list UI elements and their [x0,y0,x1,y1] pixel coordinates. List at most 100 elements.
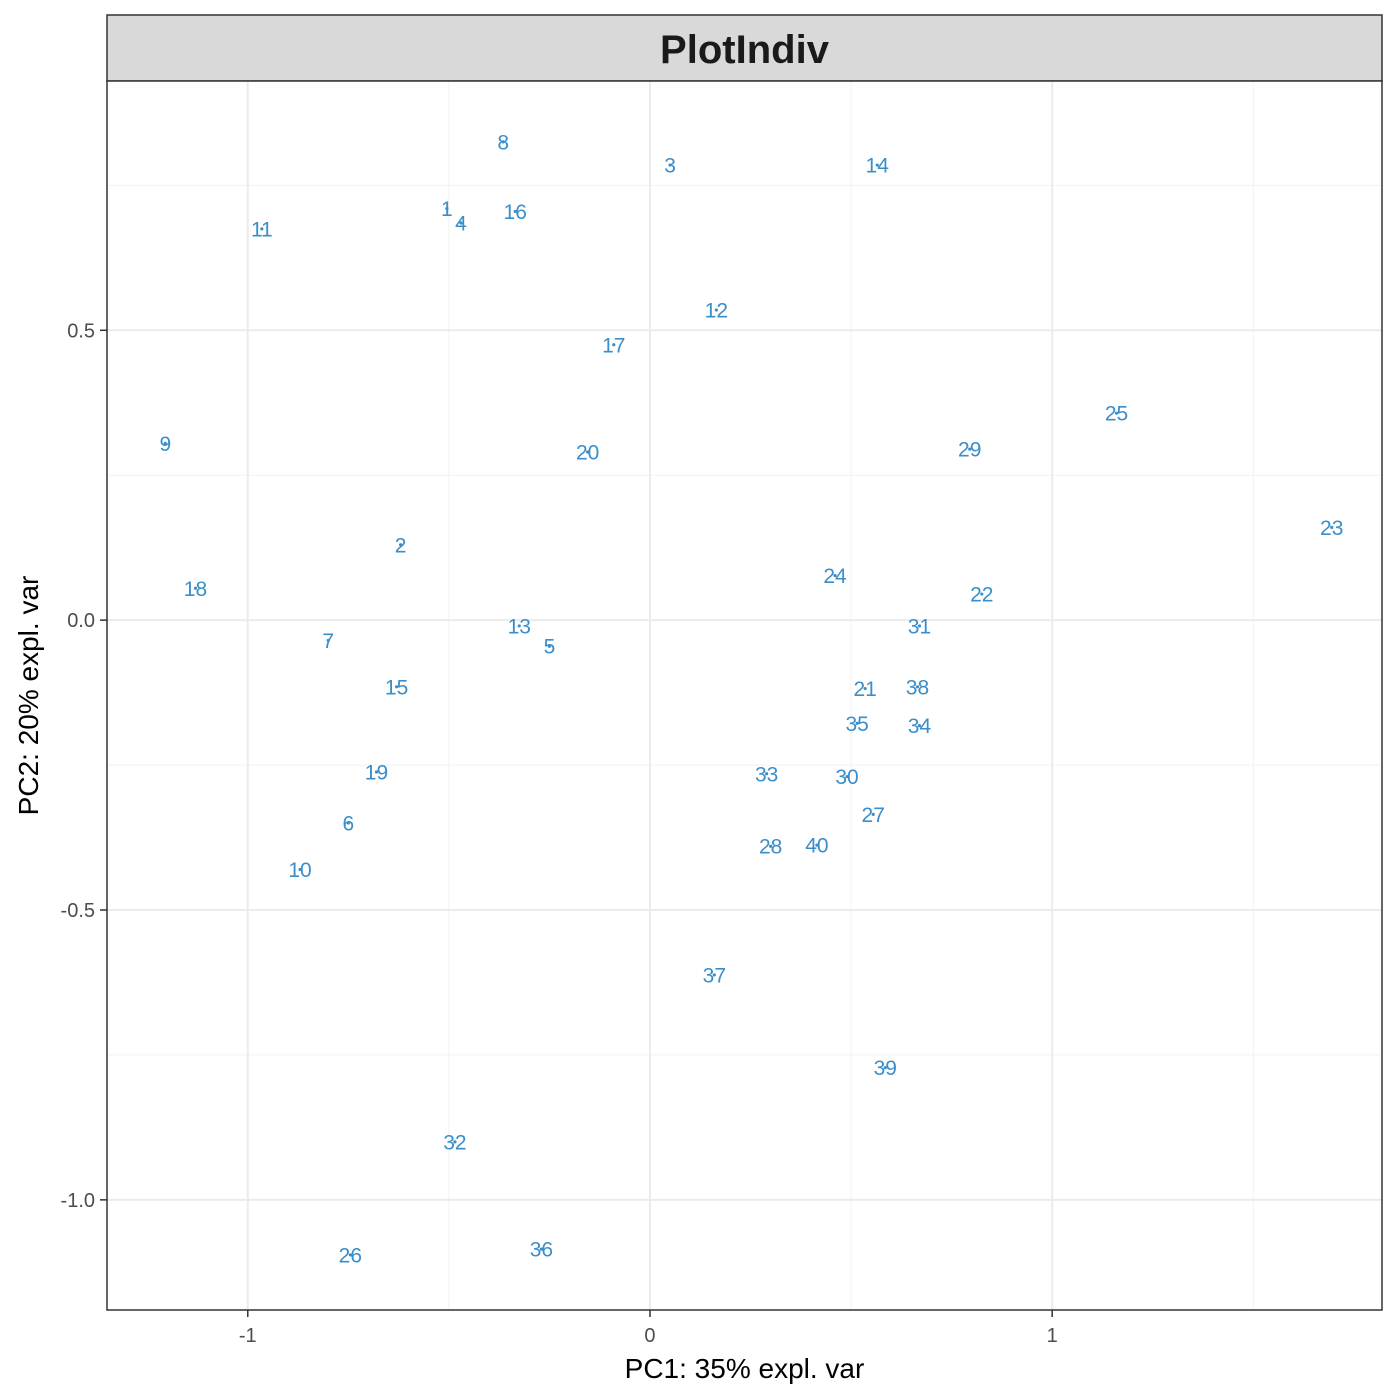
data-point-marker [714,308,718,312]
data-point-marker [348,1253,352,1257]
data-point-marker [453,1140,457,1144]
x-tick-label: 0 [644,1325,655,1347]
data-point-marker [445,206,449,211]
data-point-marker [917,624,922,628]
data-point-label: 25 [1105,403,1128,426]
data-point-label: 26 [339,1244,362,1267]
data-point-marker [980,592,984,596]
data-point-marker [769,844,773,848]
y-tick-label: -0.5 [61,900,95,922]
data-point-marker [513,209,517,214]
data-point-marker [1114,411,1119,415]
data-point-label: 32 [443,1131,466,1154]
data-point-label: 10 [288,859,311,882]
data-points: 1234567891011121314151617181920212223242… [159,131,1343,1267]
y-tick-label: 0.5 [67,320,95,342]
data-point-label: 34 [908,715,932,738]
data-point-label: 9 [159,433,171,456]
data-point-marker [917,724,922,728]
data-point-label: 22 [970,584,993,607]
data-point-label: 37 [703,964,726,987]
data-point-marker [612,343,616,347]
data-point-marker [374,770,379,774]
data-point-label: 3 [664,155,676,178]
data-point-marker [668,163,672,167]
data-point-marker [863,686,867,691]
data-point-label: 16 [504,201,527,224]
y-axis-ticks: -1.0 -0.5 0.0 0.5 [61,320,107,1212]
y-tick-label: 0.0 [67,610,95,632]
data-point-marker [586,450,590,454]
x-axis-ticks: -1 0 1 [239,1310,1058,1347]
data-point-label: 27 [862,804,885,827]
data-point-marker [399,543,403,547]
data-point-label: 30 [835,766,858,789]
data-point-marker [539,1247,543,1251]
data-point-label: 20 [576,442,599,465]
y-axis-title: PC2: 20% expl. var [13,576,44,816]
y-tick-label: -1.0 [61,1190,95,1212]
data-point-label: 8 [497,131,509,154]
data-point-marker [547,644,552,648]
data-point-marker [501,140,505,144]
data-point-marker [871,812,875,816]
data-point-label: 36 [530,1239,553,1262]
data-point-label: 18 [184,578,207,601]
data-point-marker [326,638,330,643]
data-point-label: 39 [874,1057,897,1080]
data-point-marker [394,685,399,689]
data-point-marker [459,221,463,225]
data-point-label: 13 [508,615,531,638]
data-point-marker [260,227,264,231]
data-point-marker [815,843,819,847]
data-point-label: 38 [906,676,929,699]
data-point-marker [298,867,302,872]
data-point-marker [1330,525,1334,529]
data-point-marker [163,441,167,445]
panel-border [106,80,1383,1311]
data-point-label: 21 [853,678,876,701]
data-point-marker [346,821,350,825]
data-point-label: 2 [395,534,407,557]
data-point-marker [915,685,920,689]
data-point-marker [517,624,521,628]
data-point-marker [855,721,859,725]
data-point-label: 19 [365,762,388,785]
data-point-label: 33 [755,763,778,786]
x-tick-label: 1 [1047,1325,1058,1347]
data-point-label: 12 [705,299,728,322]
data-point-marker [193,586,198,590]
facet-strip [106,14,1383,82]
data-point-marker [968,447,972,451]
data-point-label: 28 [759,836,782,859]
data-point-label: 4 [455,213,467,236]
data-point-label: 23 [1320,517,1343,540]
data-point-label: 17 [602,334,625,357]
data-point-label: 1 [441,198,453,221]
x-tick-label: -1 [239,1325,257,1347]
data-point-label: 29 [958,439,981,462]
data-point-marker [883,1066,887,1070]
data-point-marker [875,163,879,167]
x-axis-title: PC1: 35% expl. var [625,1353,865,1384]
plot-panel: 1234567891011121314151617181920212223242… [106,80,1383,1311]
data-point-marker [833,573,837,578]
data-point-label: 7 [322,630,334,653]
data-point-label: 35 [845,713,868,736]
grid-minor [107,81,1382,1310]
data-point-marker [765,772,769,776]
data-point-label: 11 [251,218,273,241]
grid-major [107,81,1382,1310]
chart-title: PlotIndiv [660,28,830,72]
data-point-label: 5 [544,636,556,659]
data-point-marker [845,775,849,779]
data-point-label: 15 [385,676,408,699]
data-point-label: 31 [908,615,931,638]
panel-background [107,81,1382,1310]
data-point-marker [712,973,716,977]
data-point-label: 14 [866,155,890,178]
data-point-label: 40 [805,835,828,858]
data-point-label: 6 [342,813,354,836]
data-point-label: 24 [823,565,847,588]
